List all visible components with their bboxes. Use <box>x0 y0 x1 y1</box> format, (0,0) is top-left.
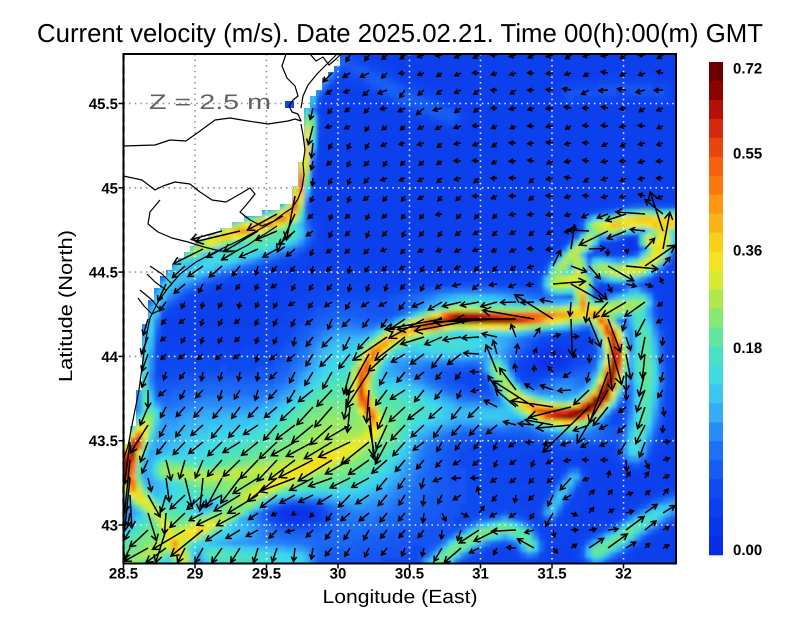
svg-text:0.72: 0.72 <box>733 61 762 78</box>
svg-text:45: 45 <box>101 180 118 197</box>
svg-text:0.00: 0.00 <box>733 542 762 559</box>
svg-text:Current velocity (m/s). Date 2: Current velocity (m/s). Date 2025.02.21.… <box>37 18 763 48</box>
svg-text:29.5: 29.5 <box>252 566 281 583</box>
svg-text:0.36: 0.36 <box>733 242 762 259</box>
svg-text:28.5: 28.5 <box>109 566 138 583</box>
svg-text:44.5: 44.5 <box>89 265 118 282</box>
svg-text:43.5: 43.5 <box>89 433 118 450</box>
svg-text:Z = 2.5 m: Z = 2.5 m <box>149 91 271 114</box>
svg-text:0.55: 0.55 <box>733 145 762 162</box>
svg-text:Longitude (East): Longitude (East) <box>323 587 478 608</box>
svg-text:32: 32 <box>615 566 632 583</box>
svg-text:45.5: 45.5 <box>89 96 118 113</box>
svg-text:43: 43 <box>101 518 118 535</box>
svg-text:0.18: 0.18 <box>733 340 762 357</box>
svg-text:31: 31 <box>472 566 489 583</box>
svg-text:Latitude (North): Latitude (North) <box>56 230 77 382</box>
svg-text:31.5: 31.5 <box>537 566 566 583</box>
svg-text:30.5: 30.5 <box>395 566 424 583</box>
svg-text:29: 29 <box>187 566 204 583</box>
svg-text:44: 44 <box>101 349 118 366</box>
svg-text:30: 30 <box>330 566 347 583</box>
